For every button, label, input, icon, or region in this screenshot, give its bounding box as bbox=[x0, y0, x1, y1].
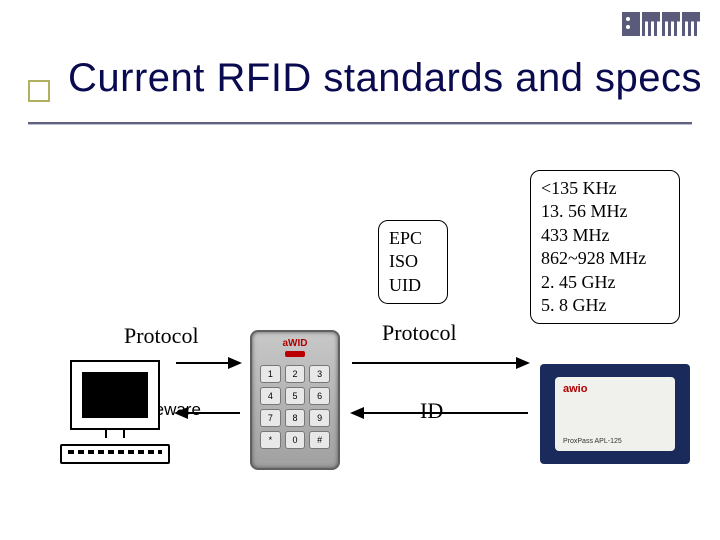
title-bullet bbox=[28, 80, 50, 102]
logo-part bbox=[642, 12, 660, 36]
key: 6 bbox=[309, 387, 330, 405]
freq-line: 5. 8 GHz bbox=[541, 294, 669, 317]
corner-logo bbox=[622, 12, 700, 36]
freq-line: 862~928 MHz bbox=[541, 247, 669, 270]
standards-box: EPC ISO UID bbox=[378, 220, 448, 304]
logo-part bbox=[662, 12, 680, 36]
protocol-right-label: Protocol bbox=[382, 320, 457, 346]
arrow-right bbox=[352, 362, 528, 364]
logo-part bbox=[622, 12, 640, 36]
freq-line: 13. 56 MHz bbox=[541, 200, 669, 223]
key: # bbox=[309, 431, 330, 449]
frequencies-box: <135 KHz 13. 56 MHz 433 MHz 862~928 MHz … bbox=[530, 170, 680, 324]
monitor-stand bbox=[105, 430, 125, 438]
standards-line: EPC bbox=[389, 227, 437, 250]
keyboard-icon bbox=[60, 444, 170, 464]
protocol-left-label: Protocol bbox=[124, 323, 199, 349]
key: 9 bbox=[309, 409, 330, 427]
rfid-tag-card: awio ProxPass APL-125 bbox=[540, 364, 690, 464]
freq-line: <135 KHz bbox=[541, 177, 669, 200]
key: 5 bbox=[285, 387, 306, 405]
arrow-left bbox=[352, 412, 528, 414]
monitor-icon bbox=[70, 360, 160, 430]
key: 8 bbox=[285, 409, 306, 427]
logo-part bbox=[682, 12, 700, 36]
freq-line: 433 MHz bbox=[541, 224, 669, 247]
reader-led bbox=[285, 351, 305, 357]
key: 0 bbox=[285, 431, 306, 449]
standards-line: ISO bbox=[389, 250, 437, 273]
slide-title: Current RFID standards and specs bbox=[68, 56, 702, 101]
key: * bbox=[260, 431, 281, 449]
key: 1 bbox=[260, 365, 281, 383]
id-label: ID bbox=[420, 398, 443, 424]
arrow-right bbox=[176, 362, 240, 364]
card-brand: awio bbox=[563, 383, 587, 395]
arrow-left bbox=[176, 412, 240, 414]
standards-line: UID bbox=[389, 274, 437, 297]
rfid-reader: aWID 1 2 3 4 5 6 7 8 9 * 0 # bbox=[250, 330, 340, 470]
reader-keypad: 1 2 3 4 5 6 7 8 9 * 0 # bbox=[252, 361, 338, 453]
computer-icon bbox=[60, 360, 170, 470]
key: 4 bbox=[260, 387, 281, 405]
key: 7 bbox=[260, 409, 281, 427]
card-face: awio ProxPass APL-125 bbox=[555, 377, 675, 451]
card-subtext: ProxPass APL-125 bbox=[563, 438, 622, 445]
title-rule bbox=[28, 122, 692, 125]
key: 2 bbox=[285, 365, 306, 383]
key: 3 bbox=[309, 365, 330, 383]
freq-line: 2. 45 GHz bbox=[541, 271, 669, 294]
reader-brand: aWID bbox=[252, 338, 338, 349]
